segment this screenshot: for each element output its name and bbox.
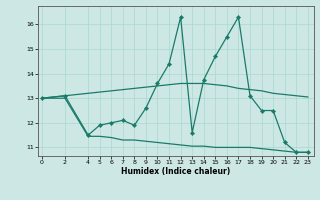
X-axis label: Humidex (Indice chaleur): Humidex (Indice chaleur) <box>121 167 231 176</box>
